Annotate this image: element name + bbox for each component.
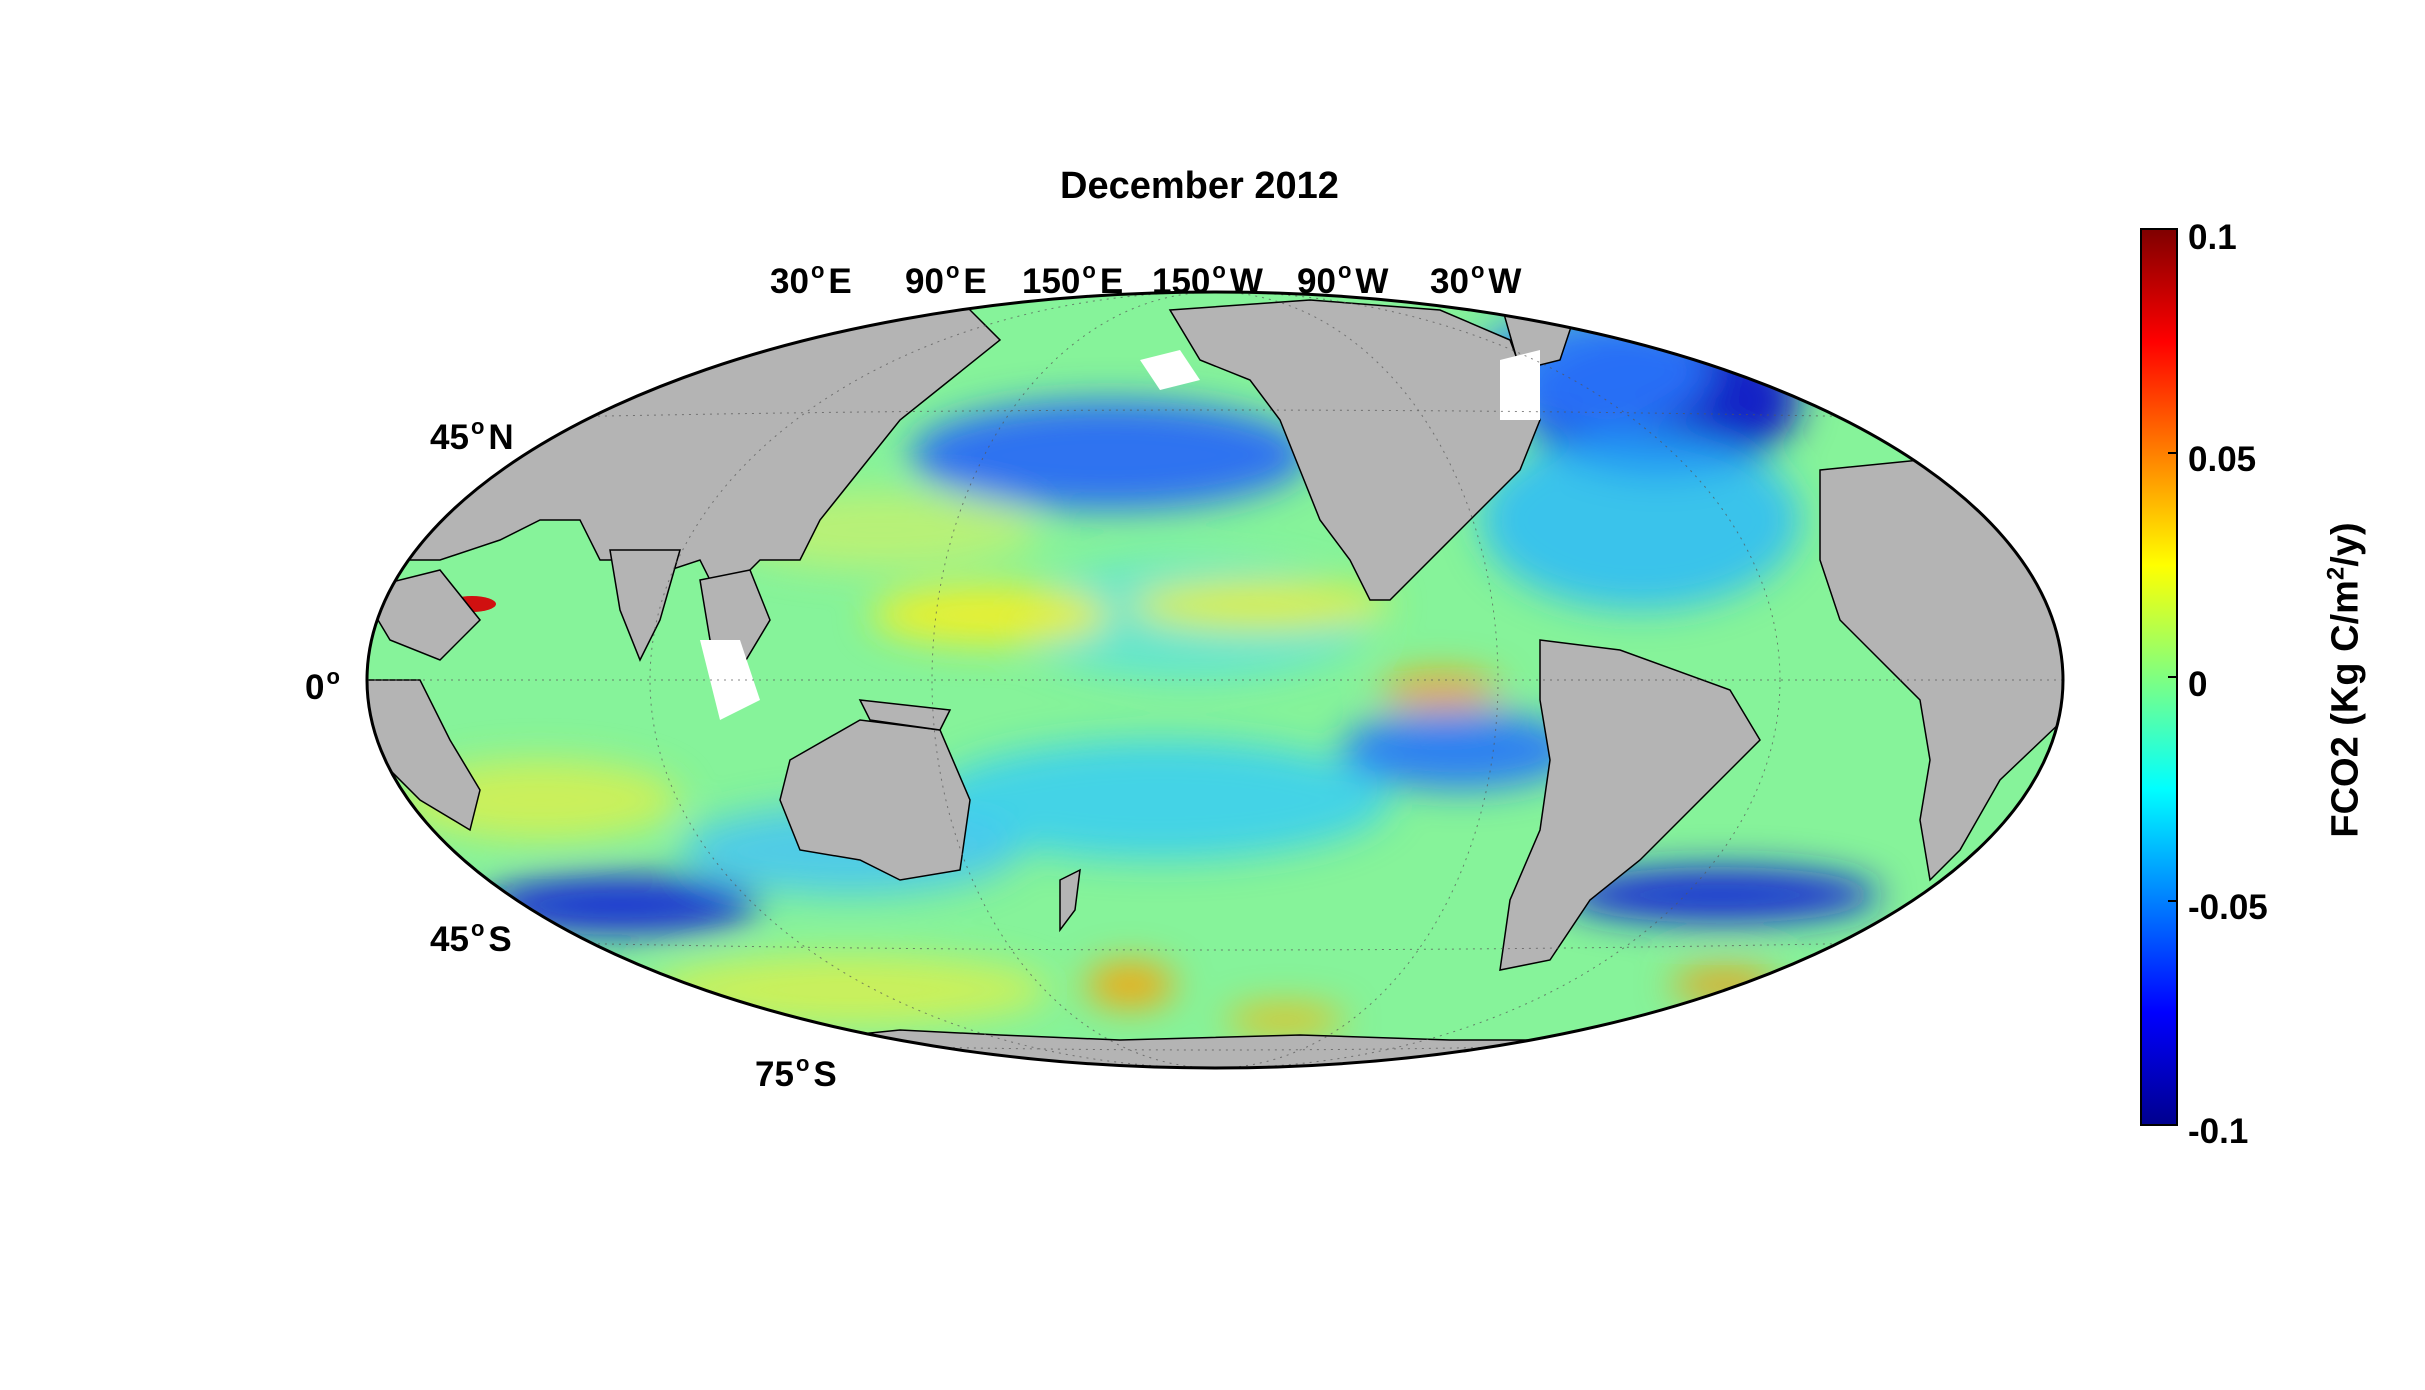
land-new-zealand [1059, 868, 1081, 933]
flux-negative [1340, 710, 1580, 790]
lon-label: 90o W [1297, 258, 1389, 301]
colorbar-tick-label: -0.05 [2188, 888, 2268, 927]
lon-label: 150o W [1152, 258, 1263, 301]
lat-label: 75o S [755, 1051, 837, 1094]
graticule [367, 292, 2063, 1068]
no-data-areas [700, 350, 1540, 720]
colorbar-tick-mark [2168, 228, 2178, 230]
colorbar-label: FCO2 (Kg C/m2/y) [2322, 522, 2367, 838]
flux-negative [1560, 867, 1880, 923]
flux-positive [650, 955, 1050, 1025]
colorbar-tick-label: -0.1 [2188, 1112, 2249, 1151]
colorbar-tick-mark [2168, 900, 2178, 902]
flux-positive [1380, 672, 1500, 708]
land-north-america [1168, 299, 1541, 601]
flux-positive [1670, 969, 1780, 1001]
colorbar-tick-mark [2168, 452, 2178, 454]
lon-label: 90o E [905, 258, 987, 301]
colorbar-tick-label: 0 [2188, 665, 2208, 704]
land-south-america [1499, 639, 1761, 971]
land-africa [367, 679, 481, 832]
flux-positive [1225, 1006, 1345, 1034]
map-frame [365, 290, 2065, 1070]
flux-negative [1480, 430, 1800, 610]
colorbar-tick-label: 0.1 [2188, 218, 2237, 257]
map-title: December 2012 [1060, 165, 1339, 207]
flux-negative [930, 740, 1390, 860]
flux-negative [910, 400, 1310, 510]
lon-label: 150o E [1022, 258, 1124, 301]
colorbar-tick-mark [2168, 1124, 2178, 1126]
lat-label: 45o N [430, 414, 514, 457]
flux-positive [1085, 963, 1175, 1007]
flux-positive [1130, 580, 1390, 630]
land-india [609, 549, 681, 662]
lon-label: 30o E [770, 258, 852, 301]
lat-label: 0o [305, 664, 340, 707]
lon-label: 30o W [1430, 258, 1522, 301]
flux-positive [870, 585, 1110, 645]
lat-label: 45o S [430, 916, 512, 959]
land-antarctica [367, 1029, 2063, 1068]
land-new-guinea [858, 699, 952, 731]
colorbar-tick-mark [2168, 676, 2178, 678]
colorbar-tick-label: 0.05 [2188, 440, 2257, 479]
